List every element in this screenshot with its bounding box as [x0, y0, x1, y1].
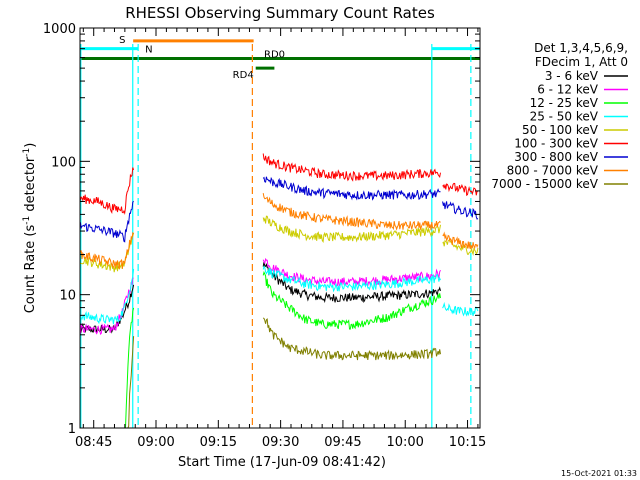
legend: Det 1,3,4,5,6,9, FDecim 1, Att 0 3 - 6 k… [491, 41, 628, 191]
series-line-6-seg3 [442, 201, 479, 220]
x-axis: 08:45 09:00 09:15 09:30 09:45 10:00 10:15 [75, 28, 486, 450]
vertical-markers [80, 44, 472, 428]
y-tick-label-3: 1000 [43, 22, 76, 37]
series-line-3-seg3 [442, 301, 479, 317]
x-tick-label-5: 10:00 [386, 435, 423, 450]
x-tick-label-0: 08:45 [75, 435, 112, 450]
series-line-7-seg3 [442, 231, 479, 250]
legend-label-1: 6 - 12 keV [537, 83, 599, 97]
series-line-1-seg2 [262, 257, 441, 289]
y-tick-label-1: 10 [59, 289, 76, 304]
series-line-5-seg3 [442, 182, 479, 197]
flag-label-1: N [145, 45, 152, 56]
legend-label-4: 50 - 100 keV [522, 123, 599, 137]
x-axis-label: Start Time (17-Jun-09 08:41:42) [178, 455, 386, 470]
series-line-8-seg2 [262, 317, 441, 361]
y-axis-label: Count Rate (s-1 detector-1) [22, 143, 38, 314]
x-tick-label-3: 09:30 [262, 435, 299, 450]
legend-label-7: 800 - 7000 keV [507, 164, 599, 178]
timestamp: 15-Oct-2021 01:33 [561, 469, 637, 478]
chart-title: RHESSI Observing Summary Count Rates [125, 4, 435, 22]
series-line-1-seg1 [79, 277, 134, 336]
flag-label-0: S [119, 35, 125, 46]
flag-label-3: RD0 [264, 50, 285, 61]
series-line-4-seg2 [262, 215, 441, 244]
plot-frame [79, 27, 481, 429]
series-group [79, 153, 479, 429]
x-tick-label-4: 09:45 [324, 435, 361, 450]
legend-label-0: 3 - 6 keV [545, 69, 599, 83]
flag-bars: S N RD0 RD4 [80, 35, 480, 81]
series-line-2-seg2 [262, 270, 441, 330]
series-line-4-seg3 [442, 239, 479, 257]
legend-label-3: 25 - 50 keV [530, 110, 599, 124]
flag-label-4: RD4 [233, 70, 254, 81]
legend-label-5: 100 - 300 keV [514, 137, 598, 151]
series-line-7-seg1 [79, 231, 134, 270]
series-line-3-seg1 [79, 268, 135, 325]
y-tick-label-0: 1 [68, 422, 76, 437]
legend-label-6: 300 - 800 keV [514, 150, 598, 164]
series-line-7-seg2 [262, 193, 441, 231]
series-line-0-seg2 [262, 261, 441, 304]
series-line-5-seg1 [79, 167, 135, 215]
x-tick-label-6: 10:15 [449, 435, 486, 450]
series-line-5-seg2 [262, 153, 441, 182]
x-tick-label-1: 09:00 [137, 435, 174, 450]
legend-header-line-1: Det 1,3,4,5,6,9, [534, 41, 628, 55]
y-tick-label-2: 100 [51, 155, 76, 170]
legend-label-2: 12 - 25 keV [530, 96, 599, 110]
series-line-0-seg1 [79, 284, 135, 334]
series-line-3-seg2 [262, 265, 441, 293]
series-line-4-seg1 [80, 232, 135, 273]
series-line-6-seg1 [79, 200, 134, 243]
legend-label-8: 7000 - 15000 keV [491, 177, 598, 191]
legend-header-line-2: FDecim 1, Att 0 [535, 55, 628, 69]
series-line-6-seg2 [262, 176, 441, 201]
x-tick-label-2: 09:15 [200, 435, 237, 450]
